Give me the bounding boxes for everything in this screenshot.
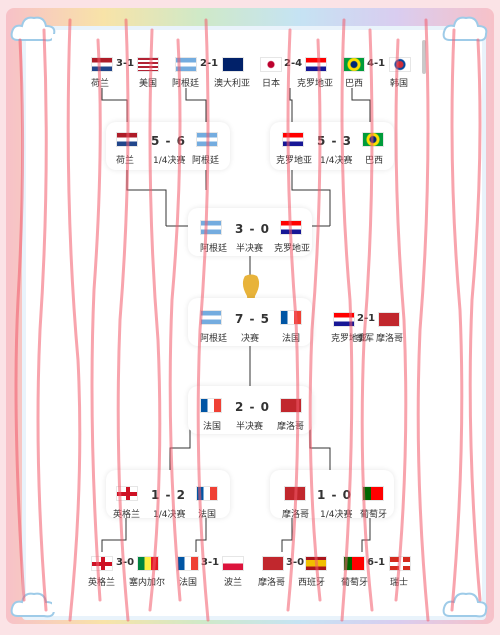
match-score: 2-1 [357, 313, 376, 324]
team-name: 阿根廷 [200, 244, 228, 254]
argentina-flag-icon [175, 57, 197, 72]
japan-flag-icon [260, 57, 282, 72]
team-name: 克罗地亚 [276, 156, 313, 166]
match-score: 1 - 0 [317, 488, 353, 502]
team-name: 美国 [139, 79, 158, 89]
team-name: 荷兰 [116, 156, 135, 166]
team-name: 克罗地亚 [274, 244, 311, 254]
team-name: 阿根廷 [200, 334, 228, 344]
team-name: 摩洛哥 [376, 334, 404, 344]
team-name: 葡萄牙 [341, 578, 369, 588]
team-name: 巴西 [365, 156, 384, 166]
croatia-flag-icon [282, 132, 304, 147]
stage-label: 1/4决赛 [320, 156, 353, 166]
france-flag-icon [177, 556, 199, 571]
team-name: 澳大利亚 [214, 79, 251, 89]
team-name: 法国 [203, 422, 222, 432]
match-score: 3-0 [116, 557, 135, 568]
morocco-flag-icon [378, 312, 400, 327]
stage-label: 决赛 [241, 334, 260, 344]
match-score: 5 - 3 [317, 134, 353, 148]
team-name: 摩洛哥 [282, 510, 310, 520]
croatia-flag-icon [280, 220, 302, 235]
poland-flag-icon [222, 556, 244, 571]
senegal-flag-icon [137, 556, 159, 571]
croatia-flag-icon [333, 312, 355, 327]
netherlands-flag-icon [116, 132, 138, 147]
match-score: 2 - 0 [235, 400, 271, 414]
france-flag-icon [196, 486, 218, 501]
stage-label: 半决赛 [236, 244, 264, 254]
england-flag-icon [116, 486, 138, 501]
team-name: 荷兰 [91, 79, 110, 89]
match-score: 3-0 [286, 557, 305, 568]
team-name: 葡萄牙 [360, 510, 388, 520]
france-flag-icon [200, 398, 222, 413]
team-name: 法国 [179, 578, 198, 588]
team-name: 阿根廷 [192, 156, 220, 166]
brazil-flag-icon [343, 57, 365, 72]
stage-label: 季军 [356, 334, 375, 344]
match-score: 3 - 0 [235, 222, 271, 236]
team-name: 阿根廷 [172, 79, 200, 89]
team-name: 韩国 [390, 79, 409, 89]
england-flag-icon [91, 556, 113, 571]
spain-flag-icon [305, 556, 327, 571]
croatia-flag-icon [305, 57, 327, 72]
brazil-flag-icon [362, 132, 384, 147]
team-name: 巴西 [345, 79, 364, 89]
morocco-flag-icon [284, 486, 306, 501]
stage-label: 1/4决赛 [153, 156, 186, 166]
argentina-flag-icon [196, 132, 218, 147]
final-score: 7 - 5 [235, 312, 271, 326]
team-name: 英格兰 [88, 578, 116, 588]
match-score: 2-4 [284, 58, 303, 69]
netherlands-flag-icon [91, 57, 113, 72]
usa-flag-icon [137, 57, 159, 72]
team-name: 摩洛哥 [277, 422, 305, 432]
stage-label: 1/4决赛 [153, 510, 186, 520]
team-name: 法国 [282, 334, 301, 344]
portugal-flag-icon [343, 556, 365, 571]
france-flag-icon [280, 310, 302, 325]
team-name: 克罗地亚 [297, 79, 334, 89]
match-score: 5 - 6 [151, 134, 187, 148]
team-name: 西班牙 [298, 578, 326, 588]
match-score: 3-1 [201, 557, 220, 568]
morocco-flag-icon [262, 556, 284, 571]
match-score: 6-1 [367, 557, 386, 568]
switzerland-flag-icon [389, 556, 411, 571]
australia-flag-icon [222, 57, 244, 72]
match-score: 2-1 [200, 58, 219, 69]
portugal-flag-icon [362, 486, 384, 501]
team-name: 瑞士 [390, 578, 409, 588]
match-score: 1 - 2 [151, 488, 187, 502]
team-name: 波兰 [224, 578, 243, 588]
match-score: 4-1 [367, 58, 386, 69]
team-name: 法国 [198, 510, 217, 520]
team-name: 塞内加尔 [129, 578, 166, 588]
match-score: 3-1 [116, 58, 135, 69]
argentina-flag-icon [200, 310, 222, 325]
korea-flag-icon [389, 57, 411, 72]
argentina-flag-icon [200, 220, 222, 235]
team-name: 日本 [262, 79, 281, 89]
team-name: 摩洛哥 [258, 578, 286, 588]
stage-label: 1/4决赛 [320, 510, 353, 520]
team-name: 英格兰 [113, 510, 141, 520]
morocco-flag-icon [280, 398, 302, 413]
stage-label: 半决赛 [236, 422, 264, 432]
